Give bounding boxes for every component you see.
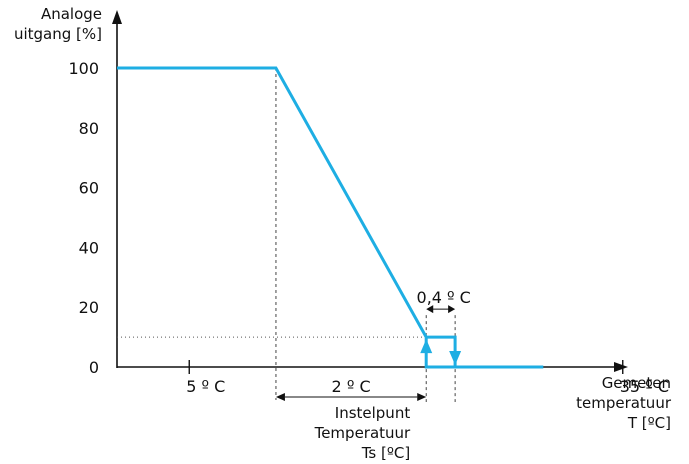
axis-titles: Analoge uitgang [%] Gemeten temperatuur T [º… [14,5,672,432]
band-arrow-right [417,393,427,401]
annotations: 2 º C 0,4 º C Instelpunt Temperatuur Ts [ºC] [275,288,471,462]
hysteresis-arrow-right [448,305,456,314]
x-tick-label: 35 º C [620,377,669,396]
x-tick-label: 5 º C [186,377,225,396]
setpoint-label-line: Instelpunt [335,404,411,422]
y-tick-label: 40 [79,238,99,257]
y-tick-label: 100 [68,59,99,78]
y-ticks: 0 20 40 60 80 100 [68,59,99,377]
band-arrow-left [275,393,285,401]
x-axis-title-line: temperatuur [576,394,672,412]
y-axis-title-line: uitgang [%] [14,25,102,43]
y-axis-title-line: Analoge [41,5,102,23]
hysteresis-arrow-left [426,305,434,314]
x-axis-title-line: T [ºC] [627,414,671,432]
y-tick-label: 20 [79,298,99,317]
down-arrow [449,351,462,365]
setpoint-label-line: Temperatuur [314,424,411,442]
series-line [117,66,457,369]
y-tick-label: 0 [89,358,99,377]
x-ticks: 5 º C 35 º C [186,360,669,396]
y-axis-arrow [112,10,122,24]
guide-lines [117,68,456,402]
up-arrow [420,339,433,354]
series [117,66,544,369]
x-axis-title-line: Gemeten [602,374,671,392]
x-axis-arrow [614,362,628,372]
y-tick-label: 80 [79,119,99,138]
y-tick-label: 60 [79,179,99,198]
setpoint-label-line: Ts [ºC] [361,444,411,462]
hysteresis-label: 0,4 º C [417,288,471,307]
band-label: 2 º C [332,377,371,396]
axes [112,10,628,372]
